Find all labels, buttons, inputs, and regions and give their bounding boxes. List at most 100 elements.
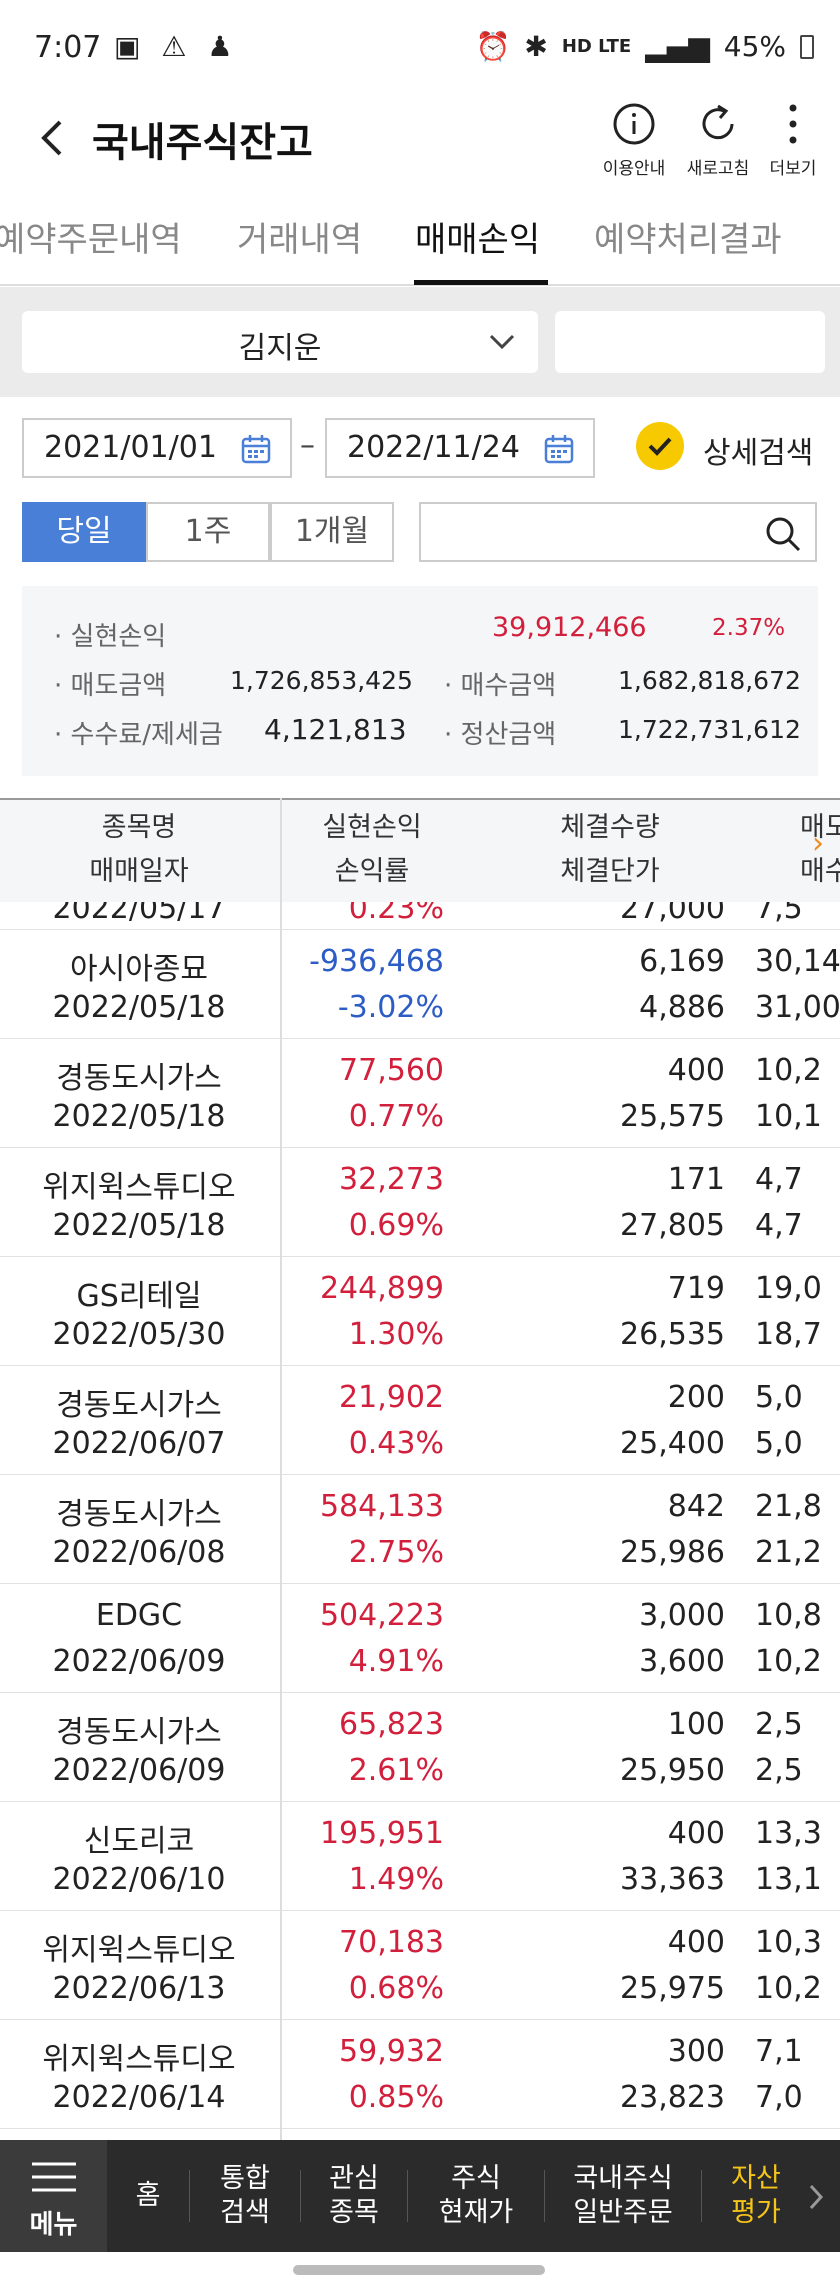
col-pnl[interactable]: 실현손익 손익률 xyxy=(292,806,452,894)
table-row[interactable]: 위지윅스튜디오 2022/06/14 59,932 0.85% 300 23,823 7,1… xyxy=(0,2020,840,2129)
bottom-nav: 메뉴 홈 통합 검색 관심 종목 주식 현재가 국내주식 일반주문 자산 평가 xyxy=(0,2140,840,2252)
nav-domestic-order[interactable]: 국내주식 일반주문 xyxy=(545,2140,701,2252)
scroll-right-icon[interactable]: › xyxy=(812,826,824,861)
table-row[interactable]: 경동도시가스 2022/06/09 65,823 2.61% 100 25,950 2,5 2… xyxy=(0,1693,840,1802)
nav-integrated-search[interactable]: 통합 검색 xyxy=(190,2140,300,2252)
col-exec-qty: 체결수량 xyxy=(560,812,660,843)
col-stock[interactable]: 종목명 매매일자 xyxy=(0,806,278,894)
table-row[interactable]: 아시아종묘 2022/05/18 -936,468 -3.02% 6,169 4,886 3… xyxy=(0,930,840,1039)
table-row[interactable]: EDGC 2022/06/09 504,223 4.91% 3,000 3,600 10,8… xyxy=(0,1584,840,1693)
battery-icon xyxy=(800,34,814,59)
tab-transactions[interactable]: 거래내역 xyxy=(237,220,363,260)
tab-reservation-results[interactable]: 예약처리결과 xyxy=(594,220,782,260)
realized-pnl: -936,468 xyxy=(309,944,444,979)
menu-button[interactable]: 메뉴 xyxy=(0,2140,107,2252)
more-vertical-icon xyxy=(789,104,797,144)
more-button[interactable]: 더보기 xyxy=(753,100,833,179)
table-row[interactable]: 신도리코 2022/06/10 195,951 1.49% 400 33,363 13,3 1… xyxy=(0,1802,840,1911)
exec-price: 25,575 xyxy=(620,1099,725,1134)
refresh-button[interactable]: 새로고침 xyxy=(678,100,758,179)
sell-amount: 21,8 xyxy=(755,1489,822,1524)
signal-icon: ▂▄▆ xyxy=(645,30,710,63)
table-row-partial[interactable]: 2022/05/17 0.23% 27,000 7,5 xyxy=(0,902,840,930)
fee-tax-value: 4,121,813 xyxy=(264,713,407,746)
trade-date: 2022/05/18 xyxy=(52,990,226,1025)
calendar-icon xyxy=(241,435,271,464)
account-number-field[interactable] xyxy=(555,311,825,373)
table-row[interactable]: 경동도시가스 2022/06/07 21,902 0.43% 200 25,400 5,0 5… xyxy=(0,1366,840,1475)
search-icon[interactable] xyxy=(763,514,803,554)
tab-reservation-orders[interactable]: 예약주문내역 xyxy=(0,220,182,260)
buy-amount: 10,1 xyxy=(755,1099,822,1134)
end-date-field[interactable]: 2022/11/24 xyxy=(325,418,595,478)
trade-date: 2022/05/17 xyxy=(52,902,226,926)
exec-qty: 3,000 xyxy=(639,1598,725,1633)
exec-price: 4,886 xyxy=(639,990,725,1025)
detail-search-label[interactable]: 상세검색 xyxy=(703,436,814,471)
exec-qty: 842 xyxy=(667,1489,725,1524)
period-1week-button[interactable]: 1주 xyxy=(146,502,270,562)
realized-pnl: 65,823 xyxy=(339,1707,444,1742)
realized-pnl: 244,899 xyxy=(319,1271,444,1306)
table-row[interactable]: 경동도시가스 2022/05/18 77,560 0.77% 400 25,575 10,2… xyxy=(0,1039,840,1148)
buy-amount: 21,2 xyxy=(755,1535,822,1570)
account-name: 김지운 xyxy=(238,331,322,366)
buy-amount: 2,5 xyxy=(755,1753,803,1788)
table-row[interactable]: 위지윅스튜디오 2022/06/13 70,183 0.68% 400 25,975 10,… xyxy=(0,1911,840,2020)
buy-amount: 13,1 xyxy=(755,1862,822,1897)
start-date-value: 2021/01/01 xyxy=(44,430,217,465)
period-today-button[interactable]: 당일 xyxy=(22,502,146,562)
trade-date: 2022/06/13 xyxy=(52,1971,226,2006)
trade-date: 2022/06/07 xyxy=(52,1426,226,1461)
nav-label-2: 현재가 xyxy=(438,2197,514,2228)
tab-trading-pnl[interactable]: 매매손익 xyxy=(415,220,541,260)
exec-qty: 400 xyxy=(667,1053,725,1088)
column-divider xyxy=(280,798,282,2140)
sell-amount: 10,8 xyxy=(755,1598,822,1633)
account-bar: 김지운 xyxy=(0,287,840,397)
col-execution[interactable]: 체결수량 체결단가 xyxy=(530,806,690,894)
calendar-icon xyxy=(544,435,574,464)
settlement-value: 1,722,731,612 xyxy=(618,715,801,744)
nav-home[interactable]: 홈 xyxy=(107,2140,189,2252)
pnl-rate: 0.85% xyxy=(348,2080,444,2115)
pnl-rate: 1.49% xyxy=(348,1862,444,1897)
exec-qty: 27,000 xyxy=(620,902,725,926)
period-1month-button[interactable]: 1개월 xyxy=(270,502,394,562)
buy-amount: 5,0 xyxy=(755,1426,803,1461)
chevron-right-icon[interactable] xyxy=(806,2182,826,2212)
stock-name: 신도리코 xyxy=(83,1824,195,1859)
info-button[interactable]: 이용안내 xyxy=(594,100,674,179)
refresh-icon xyxy=(702,104,734,140)
account-selector[interactable]: 김지운 xyxy=(22,311,538,373)
exec-price: 33,363 xyxy=(620,1862,725,1897)
col-trade-date: 매매일자 xyxy=(89,856,189,887)
end-date-value: 2022/11/24 xyxy=(347,430,520,465)
nav-stock-price[interactable]: 주식 현재가 xyxy=(408,2140,544,2252)
nav-watchlist[interactable]: 관심 종목 xyxy=(301,2140,407,2252)
sell-amount: 7,1 xyxy=(755,2034,803,2069)
home-indicator[interactable] xyxy=(293,2265,545,2275)
sell-amount-label: · 매도금액 xyxy=(54,671,167,701)
table-row[interactable]: 경동도시가스 2022/06/08 584,133 2.75% 842 25,986 21,… xyxy=(0,1475,840,1584)
settlement-label: · 정산금액 xyxy=(444,720,557,750)
nav-label-1: 관심 xyxy=(329,2163,379,2194)
buy-amount: 10,2 xyxy=(755,1971,822,2006)
chevron-down-icon xyxy=(489,334,515,350)
pnl-rate: 0.23% xyxy=(348,902,444,926)
more-label: 더보기 xyxy=(769,159,817,179)
table-row[interactable]: GS리테일 2022/05/30 244,899 1.30% 719 26,535 19,0… xyxy=(0,1257,840,1366)
search-input[interactable] xyxy=(419,502,817,562)
exec-price: 3,600 xyxy=(639,1644,725,1679)
buy-amount: 10,2 xyxy=(755,1644,822,1679)
table-row[interactable]: 위지윅스튜디오 2022/05/18 32,273 0.69% 171 27,805 4,7… xyxy=(0,1148,840,1257)
battery-level: 45% xyxy=(723,30,786,63)
col-amount[interactable]: 매도 매수 xyxy=(800,806,840,894)
page-title: 국내주식잔고 xyxy=(92,120,313,166)
back-arrow-icon[interactable] xyxy=(30,114,78,162)
exec-price: 25,975 xyxy=(620,1971,725,2006)
start-date-field[interactable]: 2021/01/01 xyxy=(22,418,292,478)
nav-label-2: 일반주문 xyxy=(573,2197,673,2228)
detail-search-checkbox[interactable] xyxy=(636,422,684,470)
nav-asset-evaluation[interactable]: 자산 평가 xyxy=(702,2140,810,2252)
